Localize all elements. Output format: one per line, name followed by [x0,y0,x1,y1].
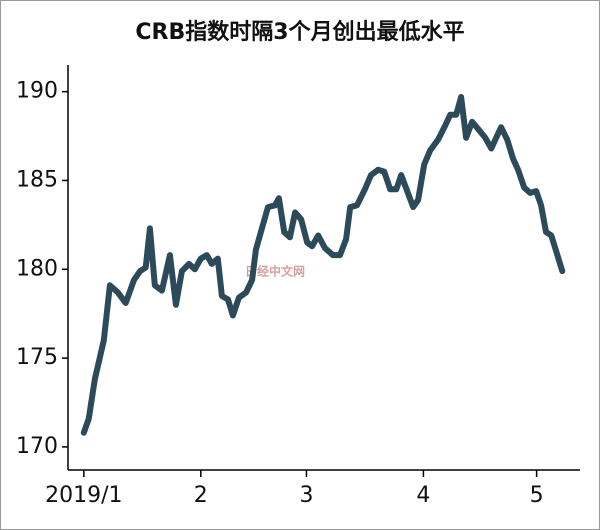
x-tick-label: 2019/1 [45,483,122,508]
y-tick-label: 175 [16,345,58,370]
y-tick-label: 190 [16,79,58,104]
y-tick-label: 180 [16,256,58,281]
x-tick-label: 3 [299,483,313,508]
chart-title: CRB指数时隔3个月创出最低水平 [135,19,464,45]
x-tick-label: 5 [530,483,544,508]
y-tick-label: 170 [16,434,58,459]
y-tick-label: 185 [16,167,58,192]
watermark: 日经中文网 [245,264,305,279]
x-tick-label: 4 [416,483,430,508]
data-line [80,94,566,436]
x-tick-label: 2 [194,483,208,508]
